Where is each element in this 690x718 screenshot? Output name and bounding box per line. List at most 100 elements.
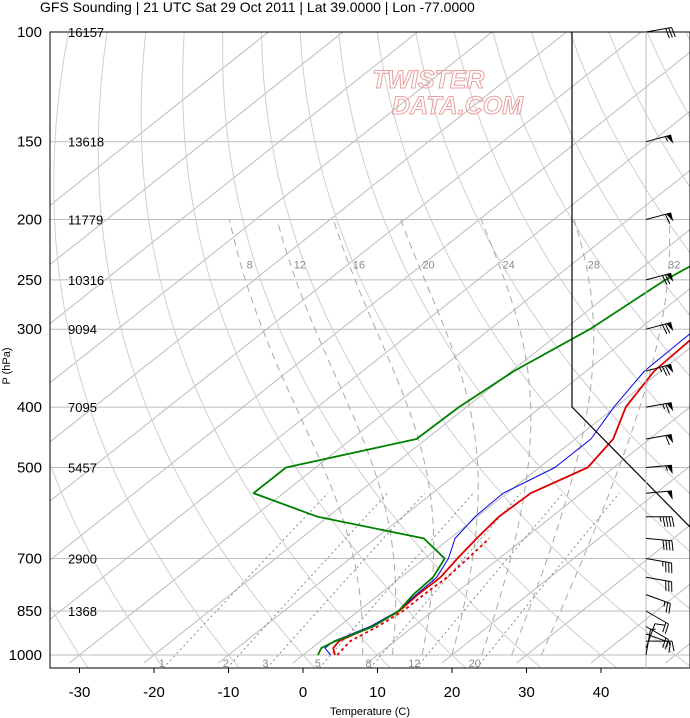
moist-adiabat-32 <box>540 219 671 656</box>
height-label-850: 1368 <box>68 604 97 619</box>
dry-adiabat-70 <box>376 32 690 552</box>
wind-barb-full <box>668 540 671 551</box>
wind-barb-half <box>665 465 668 471</box>
isotherm--110 <box>50 32 269 207</box>
wind-barb-full <box>664 274 671 285</box>
x-tick-label-40: 40 <box>593 684 610 701</box>
mixing-ratio-label-12: 12 <box>408 658 420 670</box>
wind-barb-shaft <box>645 272 672 281</box>
wind-barb-900 <box>645 626 669 650</box>
height-label-150: 13618 <box>68 135 104 150</box>
dry-adiabat-80 <box>415 32 690 495</box>
wind-barb-flag <box>666 273 674 282</box>
x-tick-label--20: -20 <box>143 684 165 701</box>
mixing-ratio-label-2: 2 <box>223 658 229 670</box>
isotherm--80 <box>50 32 493 384</box>
wind-barb-shaft <box>645 490 672 494</box>
wind-barb-shaft <box>645 626 669 640</box>
mixing-ratio-20 <box>476 492 620 668</box>
isotherm--100 <box>50 32 344 266</box>
height-label-400: 7095 <box>68 400 97 415</box>
isotherm--70 <box>50 32 567 443</box>
wind-barbs <box>645 27 676 668</box>
isotherm-20 <box>441 465 690 664</box>
wind-barb-flag <box>666 490 673 500</box>
wind-barb-full <box>661 275 668 285</box>
wind-barb-flag <box>666 434 674 444</box>
wind-barb-shaft <box>645 537 672 542</box>
isotherm-30 <box>516 524 690 664</box>
wind-barb-shaft <box>645 464 672 468</box>
isotherm-0 <box>292 347 690 664</box>
wind-barb-shaft <box>645 27 672 33</box>
moist-adiabat-12 <box>276 219 397 656</box>
wind-barb-full <box>661 324 668 335</box>
wind-barb-800 <box>645 594 671 614</box>
wind-barb-full <box>662 539 665 551</box>
isotherm--60 <box>50 32 642 502</box>
dry-adiabat--30 <box>50 605 89 668</box>
x-axis-label: Temperature (C) <box>330 706 410 718</box>
wind-barb-100 <box>645 27 676 39</box>
mixing-ratio-12 <box>415 492 564 668</box>
wind-barb-flag <box>666 465 673 475</box>
wind-barb-flag <box>666 322 674 332</box>
wind-barb-full <box>664 214 671 224</box>
wind-barb-full <box>665 540 668 551</box>
wind-barb-full <box>668 27 673 38</box>
moist-adiabat-label-12: 12 <box>294 259 306 271</box>
moist-adiabat-label-16: 16 <box>353 259 365 271</box>
height-label-300: 9094 <box>68 322 97 337</box>
wind-barb-shaft <box>645 212 672 220</box>
height-label-100: 16157 <box>68 25 104 40</box>
wind-barb-full <box>665 435 670 446</box>
isotherm--10 <box>218 288 690 664</box>
watermark-line-2: DATA.COM <box>392 92 524 120</box>
wind-barb-450 <box>645 434 674 446</box>
dry-adiabat-90 <box>453 32 690 436</box>
mixing-ratio-3 <box>266 492 425 668</box>
boundary-line <box>571 32 690 528</box>
plot-frame <box>49 31 690 669</box>
wind-barb-full <box>664 365 671 376</box>
pressure-tick-150: 150 <box>17 134 42 151</box>
dry-adiabat-40 <box>260 32 618 668</box>
isotherm--20 <box>143 228 690 664</box>
wind-barb-200 <box>645 212 674 224</box>
wind-barb-full <box>671 516 675 527</box>
dry-adiabat-10 <box>140 32 391 668</box>
isotherm-40 <box>590 583 690 664</box>
wind-barb-300 <box>645 322 674 335</box>
moist-adiabat-24 <box>480 219 532 656</box>
x-tick-label--30: -30 <box>69 684 91 701</box>
pressure-tick-300: 300 <box>17 321 42 338</box>
wind-barb-700 <box>645 558 673 574</box>
mixing-ratio-label-8: 8 <box>365 658 371 670</box>
pressure-tick-100: 100 <box>17 24 42 41</box>
wind-barb-350 <box>645 363 674 376</box>
watermark-line-1: TWISTER <box>372 66 485 94</box>
pressure-tick-250: 250 <box>17 272 42 289</box>
moist-adiabat-28 <box>511 219 595 656</box>
wind-barb-250 <box>645 272 674 285</box>
isotherm--30 <box>69 169 690 664</box>
wind-barb-half <box>659 516 662 522</box>
pressure-tick-200: 200 <box>17 212 42 229</box>
x-tick-label-0: 0 <box>299 684 307 701</box>
wind-barb-full <box>668 516 672 527</box>
mixing-ratio-label-5: 5 <box>315 658 321 670</box>
wind-barb-full <box>665 403 670 414</box>
wind-barb-full <box>662 622 667 633</box>
mixing-ratio-2 <box>226 492 388 668</box>
wind-barb-full <box>664 323 671 334</box>
moist-adiabat-label-20: 20 <box>422 259 434 271</box>
pressure-tick-850: 850 <box>17 603 42 620</box>
series-line-3 <box>336 537 490 656</box>
wind-barb-flag <box>666 135 674 144</box>
dry-adiabat-0 <box>97 32 316 668</box>
series-line-2 <box>252 265 690 656</box>
wind-barb-shaft <box>645 576 672 583</box>
wind-barb-full <box>668 642 671 653</box>
wind-barb-full <box>665 602 669 613</box>
